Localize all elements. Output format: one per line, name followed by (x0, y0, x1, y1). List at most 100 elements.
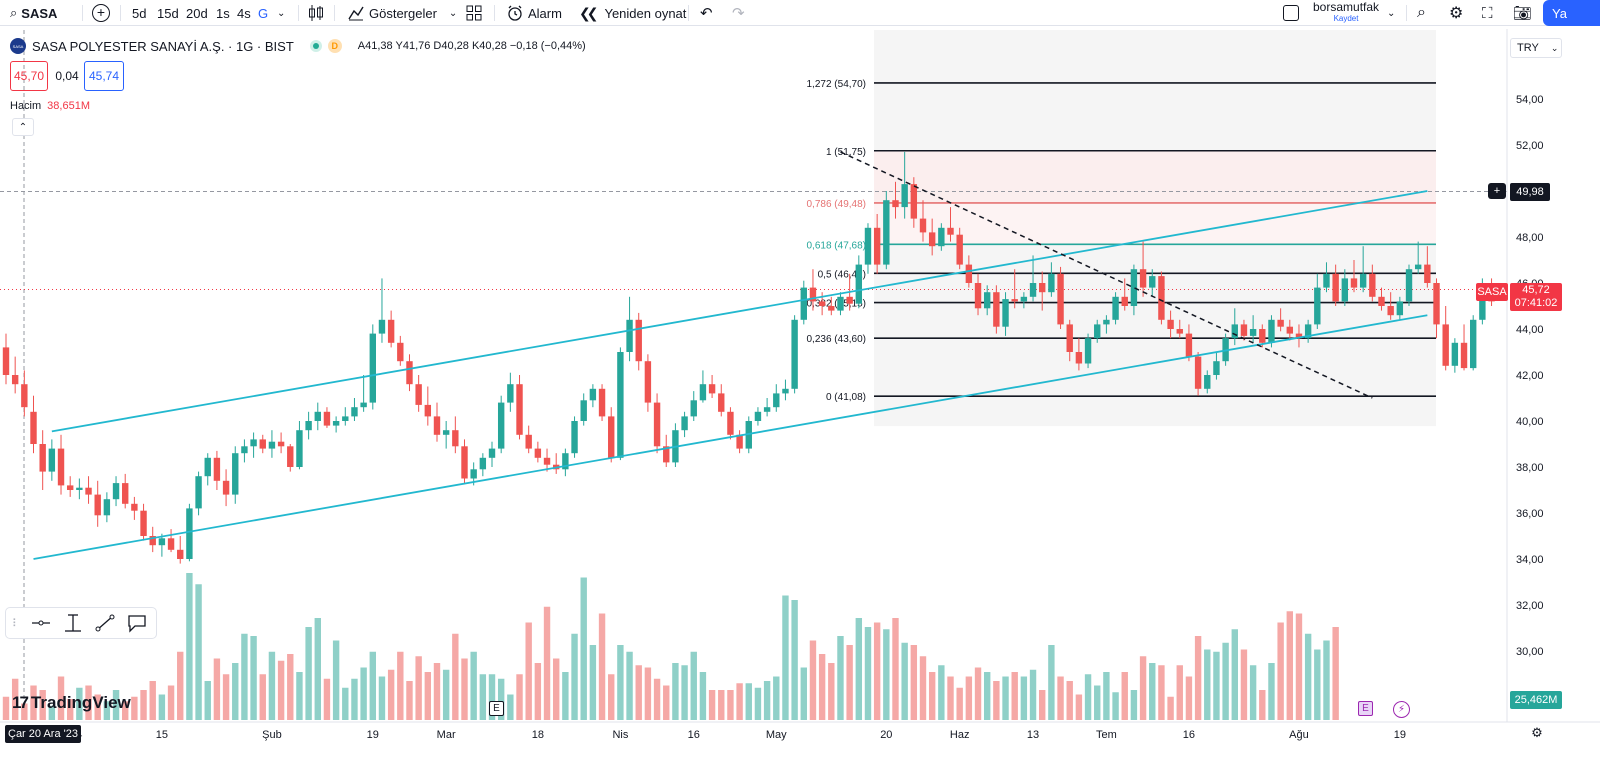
volume-bar (928, 672, 936, 720)
interval-4s[interactable]: 4s (237, 0, 251, 26)
chart-type-button[interactable] (308, 0, 324, 26)
volume-bar (736, 683, 743, 720)
earnings-upcoming-marker[interactable]: E (1358, 701, 1373, 716)
last-price: 45,72 (1522, 284, 1550, 296)
volume-bar (1002, 676, 1009, 720)
candle-body (1470, 319, 1477, 369)
chevron-up-icon: ⌃ (18, 121, 28, 133)
volume-bar (48, 705, 56, 720)
earnings-marker[interactable]: E (489, 701, 504, 716)
candle-body (241, 446, 248, 454)
x-tick-label: Ağu (1289, 729, 1309, 741)
redo-button[interactable]: ↷ (732, 0, 745, 26)
candle-body (195, 476, 202, 509)
volume-bar (873, 622, 881, 720)
candle-body (864, 227, 872, 265)
interval-20d[interactable]: 20d (186, 0, 208, 26)
scale-settings-button[interactable]: ⚙ (1528, 725, 1546, 741)
last-price-symbol-label: SASA (1476, 283, 1508, 301)
top-toolbar: ⌕ SASA + 5d 15d 20d 1s 4s G ⌄ Göstergele… (0, 0, 1600, 26)
currency-label: TRY (1517, 42, 1539, 54)
volume-bar (653, 678, 661, 720)
trend-lines[interactable] (33, 151, 1428, 560)
volume-bar (809, 640, 817, 720)
volume-bar (818, 654, 826, 720)
volume-bar (204, 681, 211, 720)
quick-search-button[interactable]: ⌕ (1417, 0, 1426, 26)
bid-price-box[interactable]: 45,70 (10, 61, 48, 91)
alarm-button[interactable]: Alarm (506, 0, 562, 26)
text-cursor-icon[interactable] (62, 613, 84, 633)
undo-button[interactable]: ↶ (700, 0, 713, 26)
delayed-flag[interactable]: D (327, 39, 342, 53)
fullscreen-button[interactable]: ⛶ (1482, 0, 1493, 26)
interval-5d[interactable]: 5d (132, 0, 146, 26)
interval-dropdown[interactable]: ⌄ (277, 0, 285, 26)
publish-button[interactable]: Ya (1543, 0, 1600, 26)
toolbar-divider (82, 5, 83, 21)
symbol-title[interactable]: SASA POLYESTER SANAYİ A.Ş. · 1G · BIST (32, 38, 294, 54)
layout-save-area[interactable]: borsamutfak Kaydet ⌄ (1283, 0, 1395, 26)
candle-body (507, 384, 514, 403)
volume-bar (1259, 690, 1266, 720)
earnings-icon: E (493, 703, 500, 714)
volume-bar (277, 660, 285, 720)
volume-bar (1304, 633, 1312, 720)
candle-body (534, 448, 542, 458)
volume-bar (1029, 669, 1037, 720)
candle-body (85, 487, 92, 495)
candle-body (250, 439, 257, 447)
volume-bar (681, 665, 688, 720)
add-alert-plus-button[interactable]: + (1488, 183, 1506, 199)
candle-body (736, 434, 743, 449)
candle-body (846, 296, 853, 304)
candle-body (1259, 329, 1266, 343)
drag-handle-icon[interactable]: ⠇ (12, 617, 21, 630)
volume-bar (1121, 672, 1128, 720)
gear-icon: ⚙ (1449, 5, 1464, 22)
candle-body (452, 430, 459, 447)
volume-bar (103, 701, 111, 720)
price-chart[interactable]: 1,272 (54,70) 1 (51,75) 0,786 (49,48) 0,618… (0, 29, 1600, 761)
collapse-legend-button[interactable]: ⌃ (12, 118, 34, 136)
indicators-button[interactable]: Göstergeler ⌄ (347, 0, 457, 26)
layouts-button[interactable] (466, 0, 482, 26)
toolbar-divider (494, 5, 495, 21)
interval-1s[interactable]: 1s (216, 0, 230, 26)
horizontal-ray-icon[interactable] (30, 614, 52, 632)
volume-bar (360, 667, 367, 720)
volume-bar (351, 678, 358, 720)
volume-bar (131, 696, 138, 720)
candles-icon (309, 5, 323, 21)
x-tick-label: 19 (367, 729, 379, 741)
settings-button[interactable]: ⚙ (1449, 0, 1463, 26)
volume-bar (644, 667, 652, 720)
callout-icon[interactable] (126, 613, 148, 633)
dividend-marker[interactable]: ⚡︎ (1393, 701, 1410, 718)
candle-body (213, 457, 221, 481)
candle-body (1268, 319, 1275, 343)
candle-body (1405, 269, 1413, 302)
replay-button[interactable]: ❮❮ Yeniden oynat (579, 0, 686, 26)
volume-bar (342, 687, 349, 720)
volume-bar (76, 687, 83, 720)
candle-body (1387, 306, 1394, 316)
candle-body (965, 264, 973, 283)
compare-button[interactable]: + (92, 0, 110, 26)
ask-price-box[interactable]: 45,74 (84, 61, 124, 91)
currency-select[interactable]: TRY ⌄ (1510, 38, 1562, 58)
interval-15d[interactable]: 15d (157, 0, 179, 26)
candle-body (369, 333, 376, 403)
symbol-search[interactable]: ⌕ SASA (10, 0, 57, 26)
lightning-icon: ⚡︎ (1397, 704, 1406, 715)
interval-g[interactable]: G (258, 0, 268, 26)
trend-line-icon[interactable] (94, 613, 116, 633)
interval-label: 15d (157, 5, 179, 21)
snapshot-button[interactable]: 📷︎ (1513, 0, 1532, 26)
candle-body (1194, 356, 1202, 389)
camera-icon: 📷︎ (1513, 5, 1533, 22)
volume-bar (690, 651, 697, 720)
volume-bar (1268, 663, 1275, 720)
indicators-icon (348, 6, 364, 21)
candle-body (910, 184, 918, 219)
